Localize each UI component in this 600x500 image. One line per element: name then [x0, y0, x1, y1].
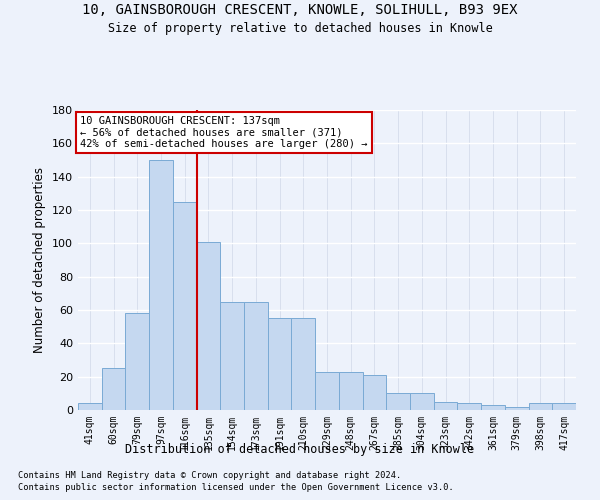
Text: Size of property relative to detached houses in Knowle: Size of property relative to detached ho…	[107, 22, 493, 35]
Bar	[410, 394, 434, 410]
Bar	[197, 242, 220, 410]
Bar	[102, 368, 125, 410]
Bar	[220, 302, 244, 410]
Bar	[149, 160, 173, 410]
Bar	[505, 406, 529, 410]
Text: 10, GAINSBOROUGH CRESCENT, KNOWLE, SOLIHULL, B93 9EX: 10, GAINSBOROUGH CRESCENT, KNOWLE, SOLIH…	[82, 2, 518, 16]
Text: 10 GAINSBOROUGH CRESCENT: 137sqm
← 56% of detached houses are smaller (371)
42% : 10 GAINSBOROUGH CRESCENT: 137sqm ← 56% o…	[80, 116, 368, 149]
Text: Contains HM Land Registry data © Crown copyright and database right 2024.: Contains HM Land Registry data © Crown c…	[18, 471, 401, 480]
Bar	[529, 404, 552, 410]
Bar	[339, 372, 362, 410]
Bar	[315, 372, 339, 410]
Bar	[362, 375, 386, 410]
Bar	[268, 318, 292, 410]
Bar	[552, 404, 576, 410]
Bar	[481, 405, 505, 410]
Bar	[457, 404, 481, 410]
Bar	[434, 402, 457, 410]
Bar	[173, 202, 197, 410]
Bar	[125, 314, 149, 410]
Y-axis label: Number of detached properties: Number of detached properties	[34, 167, 46, 353]
Bar	[78, 404, 102, 410]
Bar	[292, 318, 315, 410]
Text: Distribution of detached houses by size in Knowle: Distribution of detached houses by size …	[125, 442, 475, 456]
Bar	[244, 302, 268, 410]
Bar	[386, 394, 410, 410]
Text: Contains public sector information licensed under the Open Government Licence v3: Contains public sector information licen…	[18, 484, 454, 492]
